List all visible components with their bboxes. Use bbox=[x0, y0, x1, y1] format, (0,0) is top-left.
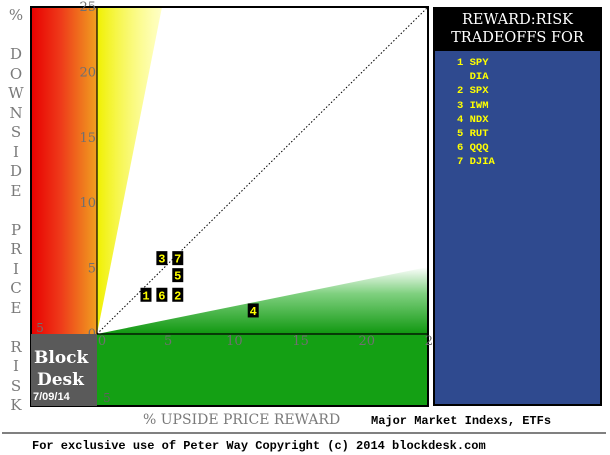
chart-date: 7/09/14 bbox=[33, 391, 70, 403]
x-tick-label: 15 bbox=[292, 334, 309, 349]
legend-item: 3 IWM bbox=[457, 99, 489, 112]
y-axis-title-char: C bbox=[10, 279, 22, 297]
y-axis-title-char: D bbox=[9, 45, 23, 63]
legend-list: 1 SPY DIA 2 SPX 3 IWM 4 NDX 5 RUT 6 QQQ … bbox=[457, 56, 495, 170]
legend-item: DIA bbox=[457, 71, 489, 84]
data-point-marker bbox=[156, 287, 168, 302]
legend-item: 6 QQQ bbox=[457, 142, 489, 155]
y-axis-title-char: N bbox=[9, 103, 23, 122]
y-axis-title-char: P bbox=[10, 220, 22, 239]
legend-item: 4 NDX bbox=[457, 113, 489, 126]
brand-line2: Desk bbox=[37, 370, 84, 390]
y-tick-label: 25 bbox=[79, 0, 96, 15]
y-axis-title-char: % bbox=[8, 6, 24, 24]
legend-item: 5 RUT bbox=[457, 128, 489, 141]
legend-item: 2 SPX bbox=[457, 85, 489, 98]
data-point-marker bbox=[172, 251, 184, 266]
brand-line1: Block bbox=[34, 348, 89, 368]
data-point-label: 6 bbox=[158, 289, 165, 303]
x-tick-label: 0 bbox=[98, 334, 106, 349]
chart-subtitle: Major Market Indexs, ETFs bbox=[371, 414, 552, 428]
data-point-marker bbox=[156, 251, 168, 266]
copyright-footer: For exclusive use of Peter Way Copyright… bbox=[32, 439, 486, 453]
data-point-marker bbox=[247, 303, 259, 318]
y-axis-title-char: I bbox=[13, 142, 19, 161]
y-tick-label: 10 bbox=[79, 196, 96, 211]
legend-item: 7 DJIA bbox=[457, 156, 495, 169]
y-axis-title-char: R bbox=[10, 240, 22, 258]
plot-border bbox=[30, 6, 429, 407]
y-axis-title-char: E bbox=[10, 298, 22, 317]
y-axis-title-gap bbox=[6, 26, 26, 46]
x-tick-label: 5 bbox=[164, 334, 172, 349]
y-axis-title-char: S bbox=[10, 376, 22, 395]
y-axis-title-char: O bbox=[9, 64, 23, 83]
y-tick-label: 5 bbox=[88, 262, 96, 277]
y-axis-title-char: K bbox=[10, 396, 22, 414]
blockdesk-logo: Block Desk 7/09/14 bbox=[31, 334, 97, 406]
neg-y-tick-label: 5 bbox=[103, 391, 111, 405]
legend-title-line2: TRADEOFFS FOR bbox=[451, 30, 584, 46]
y-axis-title-char: S bbox=[10, 123, 22, 141]
data-point-label: 7 bbox=[174, 253, 181, 267]
yellow-zone bbox=[97, 7, 162, 334]
y-tick-label: 15 bbox=[79, 131, 96, 146]
x-tick-label: 20 bbox=[359, 334, 376, 349]
x-tick-label: 10 bbox=[226, 334, 243, 349]
data-point-label: 3 bbox=[158, 253, 165, 267]
y-tick-label: 20 bbox=[79, 65, 96, 80]
y-axis-title-gap bbox=[6, 318, 26, 338]
data-point-label: 2 bbox=[174, 289, 181, 303]
y-axis-title-char: I bbox=[13, 259, 19, 278]
data-point-label: 4 bbox=[250, 305, 257, 319]
green-zone-lower bbox=[97, 334, 428, 406]
data-point-marker bbox=[172, 268, 184, 283]
y-axis-title-gap bbox=[6, 201, 26, 221]
legend-panel: REWARD:RISK TRADEOFFS FOR 1 SPY DIA 2 SP… bbox=[433, 7, 602, 406]
legend-item: 1 SPY bbox=[457, 57, 489, 69]
legend-title-line1: REWARD:RISK bbox=[462, 12, 573, 28]
green-zone-upper bbox=[97, 267, 428, 334]
y-axis-title-char: R bbox=[10, 337, 22, 356]
neg-x-tick-label: 5 bbox=[36, 321, 44, 335]
data-point-marker bbox=[172, 287, 184, 302]
red-zone bbox=[31, 7, 97, 334]
y-axis-title-char: W bbox=[8, 84, 24, 102]
legend-title: REWARD:RISK TRADEOFFS FOR bbox=[435, 9, 600, 51]
y-axis-title-char: D bbox=[9, 162, 23, 180]
data-point-marker bbox=[140, 287, 152, 302]
data-point-label: 5 bbox=[174, 270, 181, 284]
y-axis-title-char: I bbox=[13, 357, 19, 375]
data-point-label: 1 bbox=[142, 289, 149, 303]
x-axis-title: % UPSIDE PRICE REWARD bbox=[143, 412, 341, 428]
y-axis-title-char: E bbox=[10, 181, 22, 200]
diagonal-line bbox=[96, 6, 429, 335]
